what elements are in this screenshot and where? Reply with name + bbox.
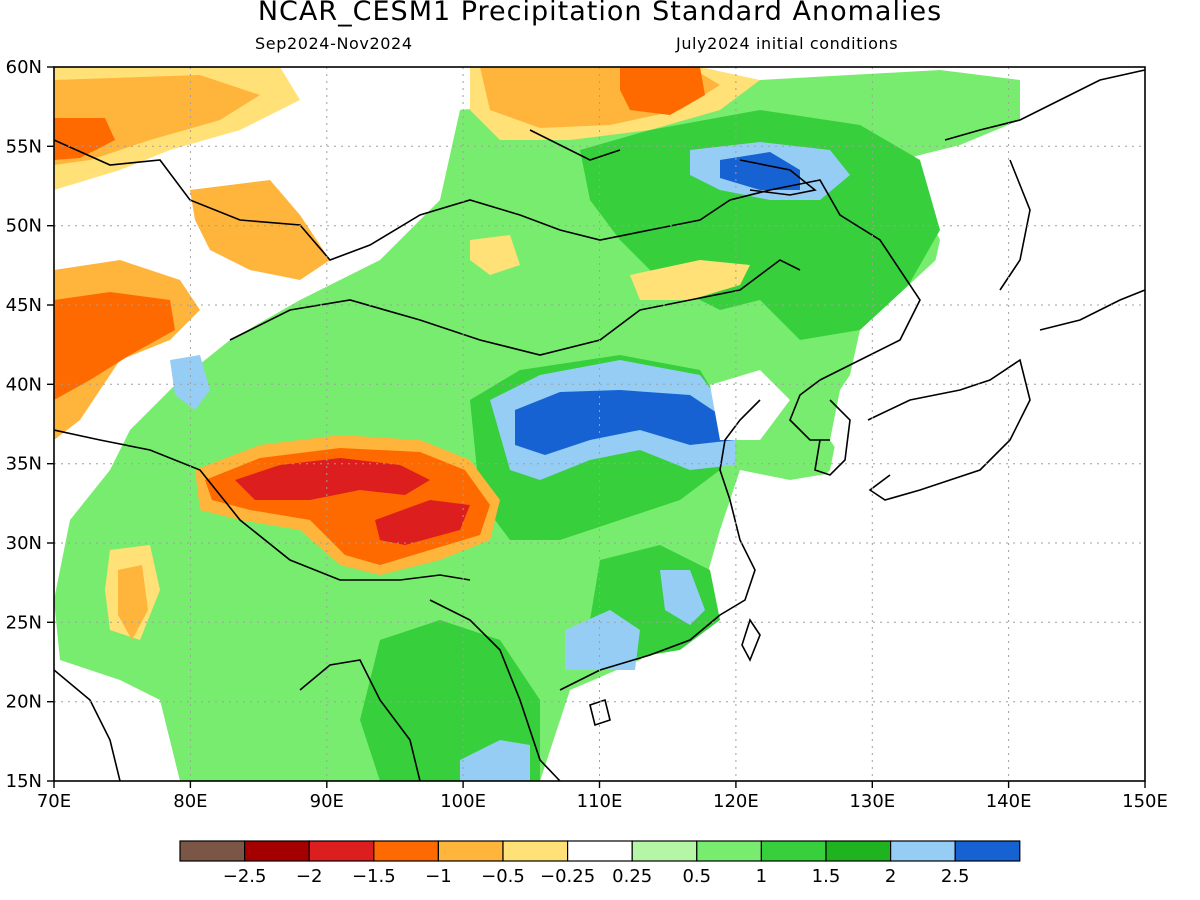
colorbar-swatch <box>825 840 892 862</box>
colorbar-label: −1 <box>425 866 452 887</box>
x-tick-label: 120E <box>713 791 759 812</box>
y-tick-label: 55N <box>6 136 42 157</box>
colorbar-swatch <box>760 840 827 862</box>
colorbar: −2.5 −2 −1.5 −1 −0.5 −0.25 0.25 0.5 1 1.5 2 2.5 <box>179 840 1021 887</box>
x-tick-label: 110E <box>577 791 623 812</box>
colorbar-swatch <box>954 840 1021 862</box>
y-tick-label: 25N <box>6 612 42 633</box>
x-tick-label: 90E <box>310 791 344 812</box>
y-tick-label: 50N <box>6 216 42 237</box>
colorbar-swatch <box>502 840 569 862</box>
colorbar-label: −2 <box>296 866 323 887</box>
x-tick-label: 130E <box>849 791 895 812</box>
y-tick-label: 60N <box>6 57 42 78</box>
colorbar-label: 2.5 <box>941 866 970 887</box>
y-tick-label: 30N <box>6 533 42 554</box>
x-axis-labels: 70E 80E 90E 100E 110E 120E 130E 140E 150… <box>37 791 1168 812</box>
colorbar-swatch <box>437 840 504 862</box>
colorbar-label: 2 <box>885 866 896 887</box>
map-title: NCAR_CESM1 Precipitation Standard Anomal… <box>257 0 943 27</box>
colorbar-swatch <box>889 840 956 862</box>
colorbar-swatches <box>179 840 1021 862</box>
tick-marks <box>47 66 1146 788</box>
colorbar-label: −0.25 <box>540 866 595 887</box>
colorbar-swatch <box>631 840 698 862</box>
coastline-borders <box>54 69 1145 781</box>
colorbar-label: −1.5 <box>352 866 396 887</box>
colorbar-swatch <box>696 840 762 862</box>
y-axis-labels: 60N 55N 50N 45N 40N 35N 30N 25N 20N 15N <box>6 57 42 792</box>
y-tick-label: 35N <box>6 454 42 475</box>
initial-conditions: July2024 initial conditions <box>676 34 899 53</box>
x-tick-label: 150E <box>1122 791 1168 812</box>
colorbar-swatch <box>566 840 633 862</box>
anomaly-region-dark-blue <box>515 390 735 455</box>
colorbar-label: 0.25 <box>612 866 652 887</box>
x-tick-label: 100E <box>440 791 486 812</box>
y-tick-label: 15N <box>6 771 42 792</box>
colorbar-labels: −2.5 −2 −1.5 −1 −0.5 −0.25 0.25 0.5 1 1.5 2 2.5 <box>223 866 970 887</box>
y-tick-label: 45N <box>6 295 42 316</box>
forecast-period: Sep2024-Nov2024 <box>255 34 413 53</box>
colorbar-swatch <box>244 840 310 862</box>
colorbar-label: 1 <box>756 866 767 887</box>
colorbar-label: 1.5 <box>812 866 841 887</box>
colorbar-swatch <box>179 840 246 862</box>
colorbar-label: −0.5 <box>481 866 525 887</box>
anomaly-region-red <box>235 458 430 500</box>
anomaly-region-dark-orange <box>620 67 705 115</box>
colorbar-label: −2.5 <box>223 866 267 887</box>
colorbar-swatch <box>373 840 439 862</box>
x-tick-label: 80E <box>173 791 207 812</box>
colorbar-swatch <box>308 840 375 862</box>
grid-lines <box>54 67 1145 781</box>
x-tick-label: 140E <box>986 791 1032 812</box>
colorbar-label: 0.5 <box>682 866 711 887</box>
anomaly-field <box>54 67 1145 781</box>
y-tick-label: 40N <box>6 374 42 395</box>
x-tick-label: 70E <box>37 791 71 812</box>
y-tick-label: 20N <box>6 692 42 713</box>
